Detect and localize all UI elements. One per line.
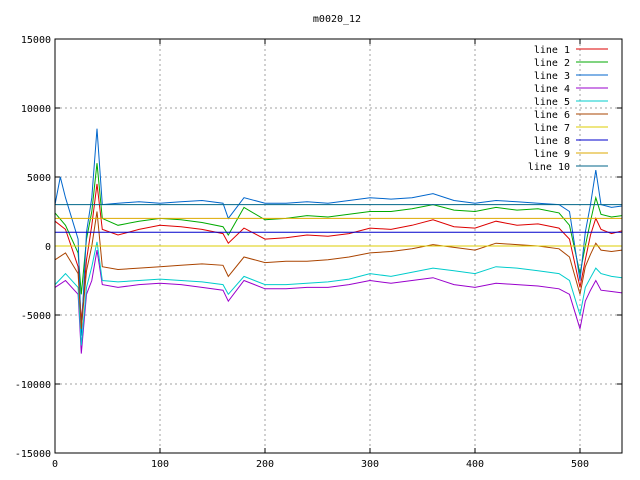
y-tick-label: -10000 xyxy=(15,380,51,391)
legend-label-1: line 1 xyxy=(534,45,570,56)
series-line-5 xyxy=(54,241,623,346)
y-tick-label: -15000 xyxy=(15,449,51,460)
series xyxy=(54,128,623,354)
x-tick-label: 400 xyxy=(466,459,484,470)
y-tick-label: -5000 xyxy=(21,311,51,322)
y-tick-label: 15000 xyxy=(21,35,51,46)
legend-label-5: line 5 xyxy=(534,97,570,108)
series-line-4 xyxy=(54,250,623,354)
y-tick-label: 5000 xyxy=(27,173,51,184)
legend: line 1 line 2 line 3 line 4 line 5 line 6 line… xyxy=(528,45,608,173)
x-tick-label: 200 xyxy=(256,459,274,470)
legend-label-2: line 2 xyxy=(534,58,570,69)
y-tick-label: 0 xyxy=(45,242,51,253)
legend-label-10: line 10 xyxy=(528,162,570,173)
chart-title: m0020_12 xyxy=(313,14,361,25)
x-tick-label: 500 xyxy=(571,459,589,470)
legend-label-8: line 8 xyxy=(534,136,570,147)
x-tick-label: 300 xyxy=(361,459,379,470)
legend-label-9: line 9 xyxy=(534,149,570,160)
legend-label-7: line 7 xyxy=(534,123,570,134)
y-tick-label: 10000 xyxy=(21,104,51,115)
legend-label-4: line 4 xyxy=(534,84,570,95)
legend-label-6: line 6 xyxy=(534,110,570,121)
legend-label-3: line 3 xyxy=(534,71,570,82)
series-line-1 xyxy=(54,183,623,322)
x-tick-label: 0 xyxy=(52,459,58,470)
x-tick-label: 100 xyxy=(151,459,169,470)
plot-frame xyxy=(54,38,623,454)
axes: 0 100 200 300 400 500 -15000 -10000 -5000 0 5000 10… xyxy=(15,35,622,470)
series-line-6 xyxy=(54,211,623,329)
